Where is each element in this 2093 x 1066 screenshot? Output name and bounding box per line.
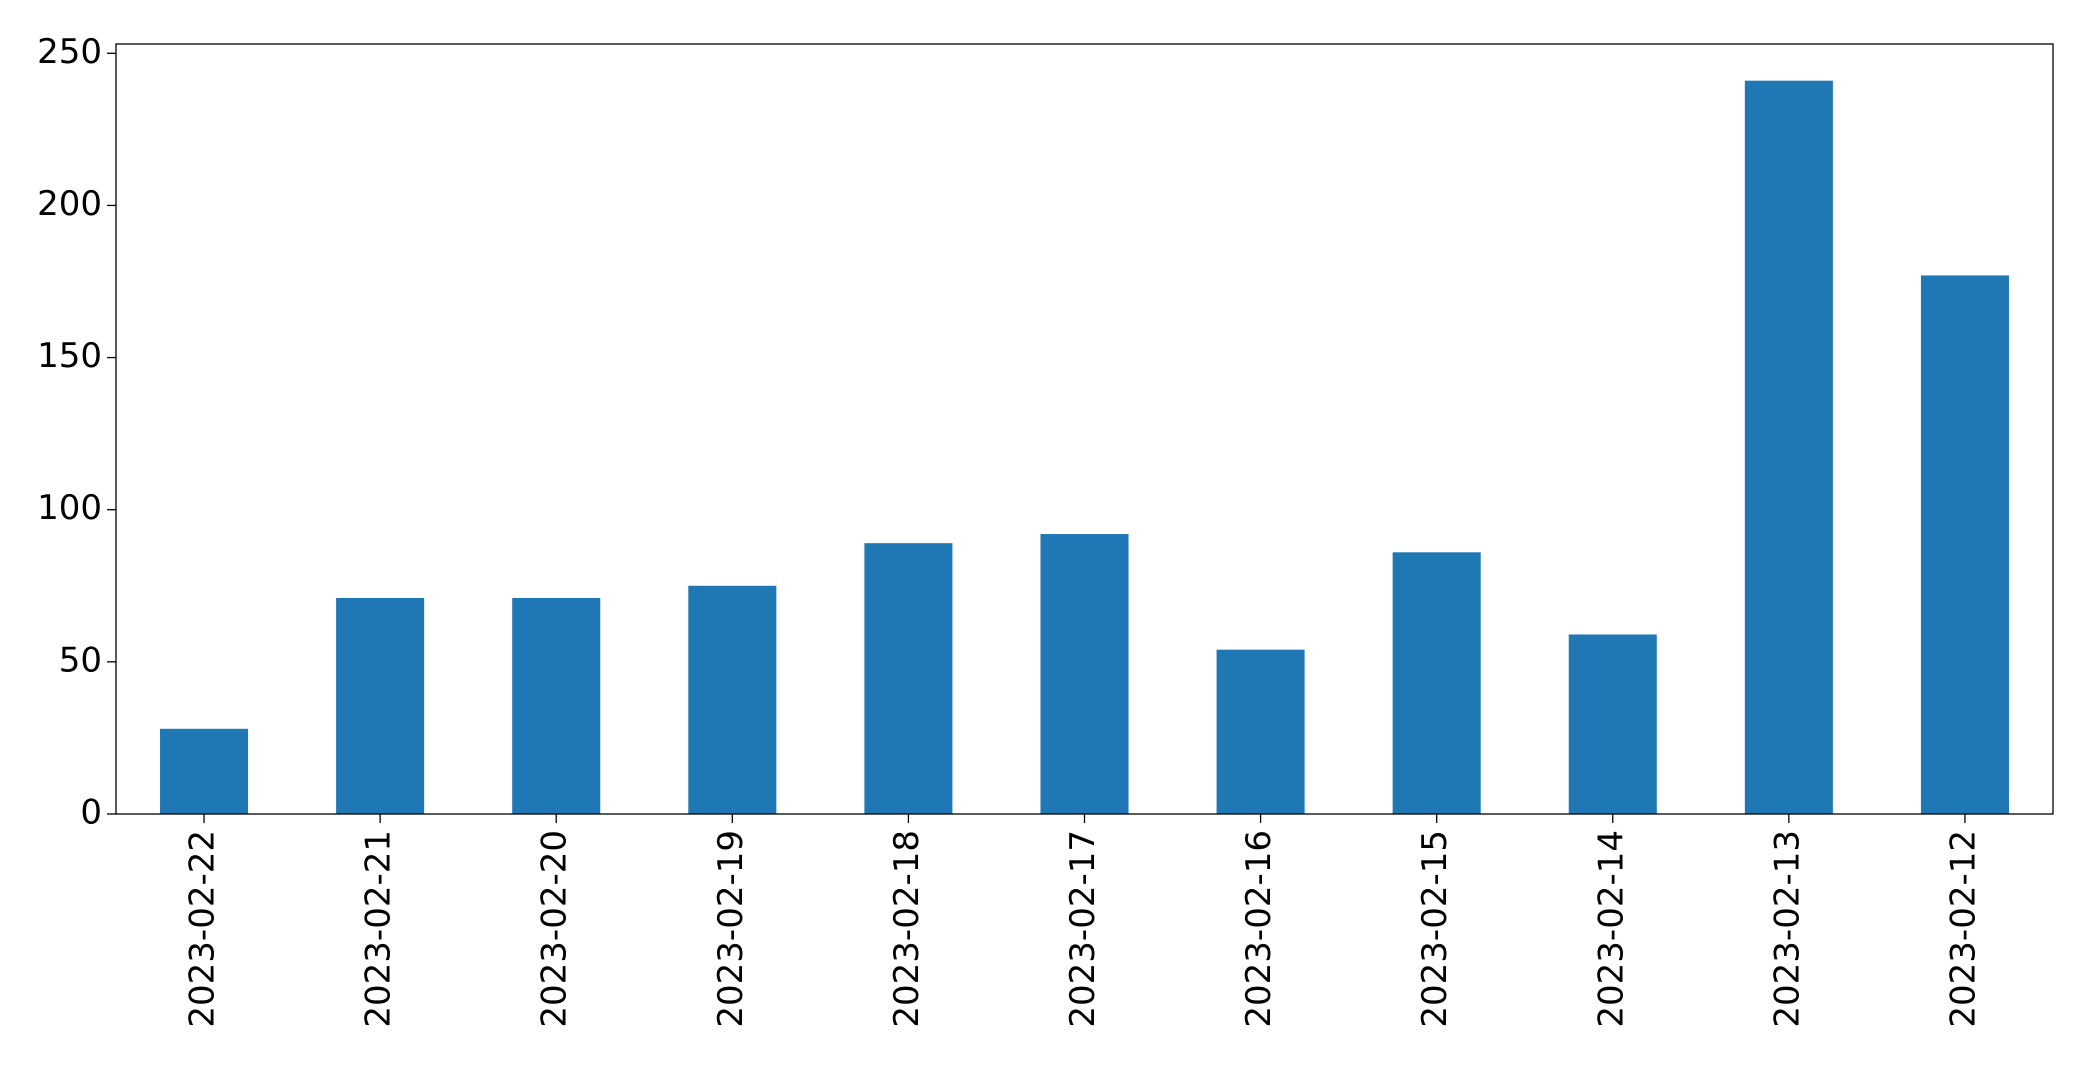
x-tick-label: 2023-02-14	[1591, 830, 1631, 1028]
plot-frame	[115, 43, 2054, 815]
x-tick-label: 2023-02-12	[1943, 830, 1983, 1028]
bar	[1568, 634, 1657, 814]
bar	[1216, 649, 1305, 814]
x-tick-label: 2023-02-19	[711, 830, 751, 1028]
y-tick-label: 50	[59, 640, 102, 680]
bar	[1392, 552, 1481, 814]
y-tick-label: 100	[37, 488, 102, 528]
bar	[160, 728, 249, 814]
bar	[336, 597, 425, 814]
y-tick-label: 250	[37, 32, 102, 72]
x-tick-label: 2023-02-17	[1063, 830, 1103, 1028]
x-tick-label: 2023-02-22	[183, 830, 223, 1028]
x-tick-label: 2023-02-21	[359, 830, 399, 1028]
bar	[512, 597, 601, 814]
x-tick-label: 2023-02-18	[887, 830, 927, 1028]
x-tick-label: 2023-02-13	[1767, 830, 1807, 1028]
x-tick-label: 2023-02-20	[535, 830, 575, 1028]
bar	[864, 543, 953, 814]
bar	[1744, 80, 1833, 814]
y-tick-label: 150	[37, 336, 102, 376]
x-tick-label: 2023-02-16	[1239, 830, 1279, 1028]
bar	[688, 585, 777, 814]
y-tick-label: 0	[80, 793, 102, 833]
bar	[1920, 275, 2009, 815]
x-tick-label: 2023-02-15	[1415, 830, 1455, 1028]
bar	[1040, 534, 1129, 814]
y-tick-label: 200	[37, 184, 102, 224]
